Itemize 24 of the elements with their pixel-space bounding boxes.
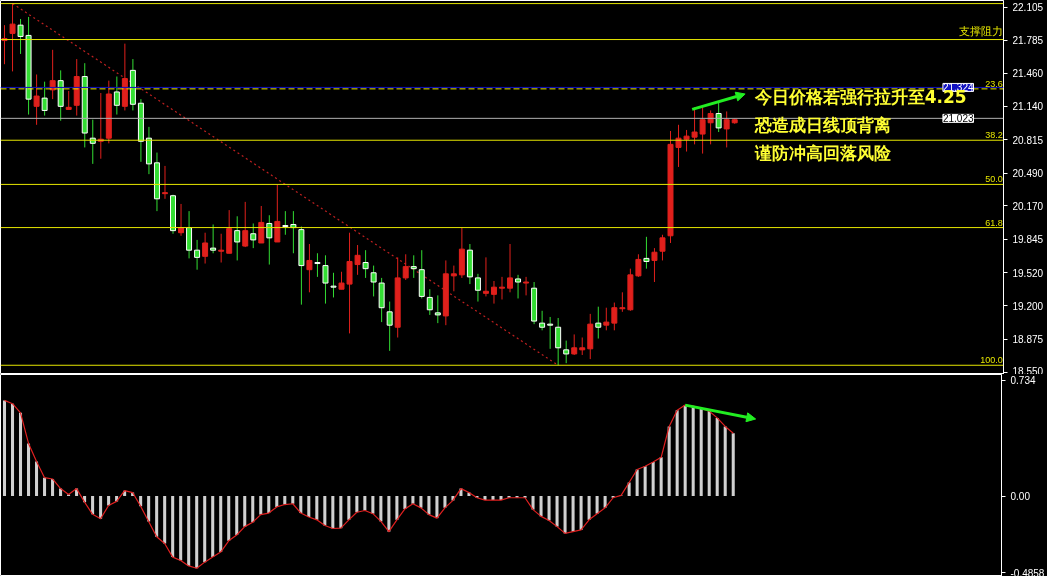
y-tick-label: 20.815 <box>1012 134 1044 146</box>
annotation: 38.2 <box>985 130 1003 141</box>
y-tick-label: 21.140 <box>1012 101 1044 113</box>
ref-line-label: 支撑阻力 <box>958 24 1003 38</box>
annotation: 100.0 <box>980 355 1003 366</box>
y-tick-label: 21.460 <box>1012 68 1044 80</box>
y-tick-label: 19.200 <box>1012 300 1044 312</box>
y-tick-label: 0.00 <box>1010 491 1031 503</box>
annotation: 50.0 <box>985 174 1003 185</box>
annotation: 23.6 <box>985 78 1003 89</box>
annotation: 61.8 <box>985 217 1003 228</box>
y-tick-label: 22.105 <box>1012 2 1044 14</box>
y-tick-label: -0.4858 <box>1010 567 1045 576</box>
y-tick-label: 18.875 <box>1012 334 1044 346</box>
y-tick-label: 20.490 <box>1012 168 1044 180</box>
annotation: 恐造成日线顶背离 <box>753 114 891 135</box>
y-tick-label: 0.734 <box>1010 375 1036 387</box>
annotation: 谨防冲高回落风险 <box>753 142 892 163</box>
y-tick-label: 20.170 <box>1012 200 1044 212</box>
y-tick-label: 19.520 <box>1012 267 1044 279</box>
ref-line-label: 21.023 <box>942 113 974 125</box>
y-tick-label: 19.845 <box>1012 234 1044 246</box>
y-tick-label: 21.785 <box>1012 35 1044 47</box>
y-tick-label: 18.550 <box>1012 365 1044 377</box>
